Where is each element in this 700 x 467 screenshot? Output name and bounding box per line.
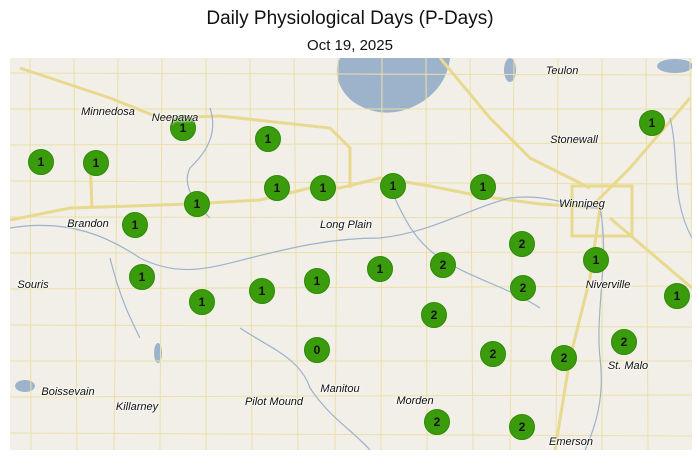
place-label: Niverville [585, 279, 631, 291]
map-date: Oct 19, 2025 [307, 37, 393, 54]
place-label: Pilot Mound [244, 396, 304, 408]
station-marker[interactable]: 2 [421, 302, 447, 328]
station-marker[interactable]: 2 [510, 275, 536, 301]
station-marker[interactable]: 1 [129, 264, 155, 290]
station-marker[interactable]: 2 [611, 329, 637, 355]
water-bodies [15, 58, 692, 392]
station-marker[interactable]: 1 [367, 256, 393, 282]
station-marker[interactable]: 1 [255, 126, 281, 152]
place-label: Brandon [67, 218, 109, 230]
station-marker[interactable]: 1 [249, 278, 275, 304]
place-label: Souris [17, 279, 49, 291]
station-marker[interactable]: 1 [189, 289, 215, 315]
station-marker[interactable]: 1 [28, 149, 54, 175]
station-marker[interactable]: 1 [264, 175, 290, 201]
station-marker[interactable]: 1 [583, 247, 609, 273]
place-label: Teulon [545, 65, 579, 77]
station-marker[interactable]: 1 [664, 283, 690, 309]
place-label: Neepawa [151, 112, 199, 124]
station-marker[interactable]: 1 [639, 110, 665, 136]
place-label: Minnedosa [81, 106, 135, 118]
station-marker[interactable]: 2 [509, 231, 535, 257]
place-label: Winnipeg [559, 198, 605, 210]
place-label: Killarney [115, 401, 159, 413]
place-label: Stonewall [550, 134, 598, 146]
lake-manitoba [336, 58, 450, 113]
lake [15, 380, 35, 392]
place-label: Boissevain [41, 386, 95, 398]
station-marker[interactable]: 2 [551, 345, 577, 371]
place-label: Morden [396, 395, 434, 407]
map-title: Daily Physiological Days (P-Days) [206, 8, 494, 29]
lake [504, 58, 516, 82]
station-marker[interactable]: 2 [430, 252, 456, 278]
station-marker[interactable]: 1 [83, 150, 109, 176]
station-marker[interactable]: 1 [122, 212, 148, 238]
road-grid [10, 58, 692, 450]
place-label: Long Plain [320, 219, 372, 231]
station-marker[interactable]: 2 [509, 414, 535, 440]
place-label: Emerson [548, 436, 594, 448]
map-canvas[interactable]: Teulon Minnedosa Neepawa Stonewall Winnipeg B… [10, 58, 692, 450]
station-marker[interactable]: 0 [304, 337, 330, 363]
station-marker[interactable]: 1 [170, 115, 196, 141]
basemap [10, 58, 692, 450]
lake [657, 59, 692, 73]
station-marker[interactable]: 1 [380, 173, 406, 199]
station-marker[interactable]: 1 [304, 268, 330, 294]
station-marker[interactable]: 1 [310, 175, 336, 201]
station-marker[interactable]: 2 [424, 409, 450, 435]
place-label: St. Malo [607, 360, 649, 372]
station-marker[interactable]: 2 [480, 341, 506, 367]
place-label: Manitou [320, 383, 360, 395]
station-marker[interactable]: 1 [470, 174, 496, 200]
station-marker[interactable]: 1 [184, 191, 210, 217]
